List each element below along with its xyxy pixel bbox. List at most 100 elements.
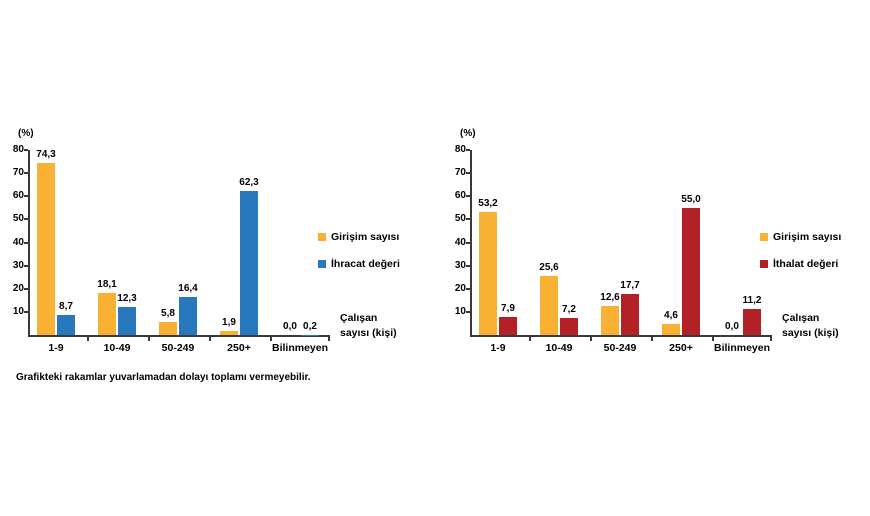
legend-swatch-icon bbox=[760, 260, 768, 268]
y-tick-label: 50 bbox=[12, 213, 24, 225]
x-axis-title: Çalışan sayısı (kişi) bbox=[782, 312, 839, 340]
y-tick-label: 70 bbox=[12, 167, 24, 179]
y-tick-mark bbox=[24, 287, 28, 290]
bar bbox=[682, 207, 700, 335]
bar bbox=[57, 314, 75, 335]
x-tick-mark bbox=[147, 336, 150, 341]
y-tick-label: 50 bbox=[454, 213, 466, 225]
legend-label: Girişim sayısı bbox=[331, 231, 400, 243]
y-tick-label: 10 bbox=[12, 305, 24, 317]
y-tick-label: 20 bbox=[12, 282, 24, 294]
y-axis-line bbox=[470, 150, 472, 337]
bar-value-label: 17,7 bbox=[620, 280, 640, 292]
bar-value-label: 53,2 bbox=[478, 197, 498, 209]
legend-swatch-icon bbox=[760, 233, 768, 241]
bar-value-label: 18,1 bbox=[97, 279, 117, 291]
bar bbox=[499, 316, 517, 335]
bar-value-label: 0,2 bbox=[303, 320, 317, 332]
y-tick-mark bbox=[466, 195, 470, 198]
y-axis-unit-label: (%) bbox=[18, 128, 34, 139]
bar-value-label: 62,3 bbox=[239, 176, 259, 188]
x-tick-mark bbox=[711, 336, 714, 341]
y-tick-mark bbox=[466, 287, 470, 290]
bar bbox=[159, 321, 177, 335]
y-axis-unit-label: (%) bbox=[460, 128, 476, 139]
y-tick-label: 30 bbox=[454, 259, 466, 271]
y-tick-mark bbox=[24, 310, 28, 313]
x-tick-label: Bilinmeyen bbox=[713, 342, 771, 354]
x-tick-label: 10-49 bbox=[545, 342, 573, 354]
x-tick-mark bbox=[86, 336, 89, 341]
y-tick-mark bbox=[466, 264, 470, 267]
bar-value-label: 7,9 bbox=[501, 302, 515, 314]
bar-value-label: 55,0 bbox=[681, 193, 701, 205]
legend-item: Girişim sayısı bbox=[760, 231, 841, 243]
y-axis-line bbox=[28, 150, 30, 337]
x-axis-title: Çalışan sayısı (kişi) bbox=[340, 312, 397, 340]
y-tick-mark bbox=[466, 241, 470, 244]
x-tick-mark bbox=[528, 336, 531, 341]
legend-label: Girişim sayısı bbox=[773, 231, 842, 243]
y-tick-mark bbox=[24, 149, 28, 151]
bar bbox=[220, 330, 238, 335]
bar-value-label: 12,3 bbox=[117, 292, 137, 304]
x-tick-mark bbox=[650, 336, 653, 341]
bar-value-label: 4,6 bbox=[664, 310, 678, 322]
y-tick-label: 30 bbox=[12, 259, 24, 271]
bar bbox=[601, 305, 619, 335]
y-tick-mark bbox=[24, 172, 28, 175]
y-tick-label: 70 bbox=[454, 167, 466, 179]
x-tick-mark bbox=[589, 336, 592, 341]
bar-value-label: 16,4 bbox=[178, 283, 198, 295]
bar bbox=[37, 163, 55, 335]
x-tick-mark bbox=[770, 336, 772, 341]
x-tick-mark bbox=[269, 336, 272, 341]
bar bbox=[540, 275, 558, 335]
bar-value-label: 5,8 bbox=[161, 307, 175, 319]
x-tick-label: 1-9 bbox=[48, 342, 64, 354]
y-tick-mark bbox=[466, 310, 470, 313]
legend: Girişim sayısı İhracat değeri bbox=[318, 231, 400, 285]
bar bbox=[560, 318, 578, 335]
bar-value-label: 0,0 bbox=[725, 321, 739, 332]
bar bbox=[662, 324, 680, 335]
bar bbox=[743, 309, 761, 335]
bar bbox=[98, 293, 116, 335]
y-tick-label: 60 bbox=[12, 190, 24, 202]
bar-value-label: 7,2 bbox=[562, 304, 576, 316]
x-tick-label: 50-249 bbox=[161, 342, 195, 354]
x-axis-line bbox=[470, 335, 772, 337]
y-tick-label: 20 bbox=[454, 282, 466, 294]
x-tick-mark bbox=[208, 336, 211, 341]
y-tick-mark bbox=[24, 241, 28, 244]
y-tick-label: 60 bbox=[454, 190, 466, 202]
y-tick-mark bbox=[466, 172, 470, 175]
export-bar-chart: (%) 10 20 30 40 50 60 70 80 1-9 74,3 8,7 10-49 18,1 12… bbox=[8, 128, 448, 383]
x-tick-label: 50-249 bbox=[603, 342, 637, 354]
y-tick-label: 10 bbox=[454, 305, 466, 317]
bar-value-label: 12,6 bbox=[600, 291, 620, 303]
legend-label: İhracat değeri bbox=[331, 258, 400, 270]
y-tick-label: 80 bbox=[12, 144, 24, 155]
x-tick-label: 1-9 bbox=[490, 342, 506, 354]
x-tick-label: 250+ bbox=[227, 342, 251, 354]
x-tick-label: Bilinmeyen bbox=[271, 342, 329, 354]
y-tick-mark bbox=[466, 149, 470, 151]
y-tick-mark bbox=[24, 195, 28, 198]
bar-value-label: 8,7 bbox=[59, 300, 73, 312]
bar bbox=[240, 190, 258, 335]
y-tick-mark bbox=[24, 218, 28, 221]
bar bbox=[118, 306, 136, 335]
bar-value-label: 25,6 bbox=[539, 261, 559, 273]
y-tick-label: 40 bbox=[454, 236, 466, 248]
y-tick-label: 40 bbox=[12, 236, 24, 248]
x-tick-label: 250+ bbox=[669, 342, 693, 354]
y-tick-label: 80 bbox=[454, 144, 466, 155]
legend-swatch-icon bbox=[318, 233, 326, 241]
bar bbox=[179, 297, 197, 335]
x-tick-label: 10-49 bbox=[103, 342, 131, 354]
x-tick-mark bbox=[328, 336, 330, 341]
legend-item: İthalat değeri bbox=[760, 258, 841, 270]
legend-item: Girişim sayısı bbox=[318, 231, 400, 243]
